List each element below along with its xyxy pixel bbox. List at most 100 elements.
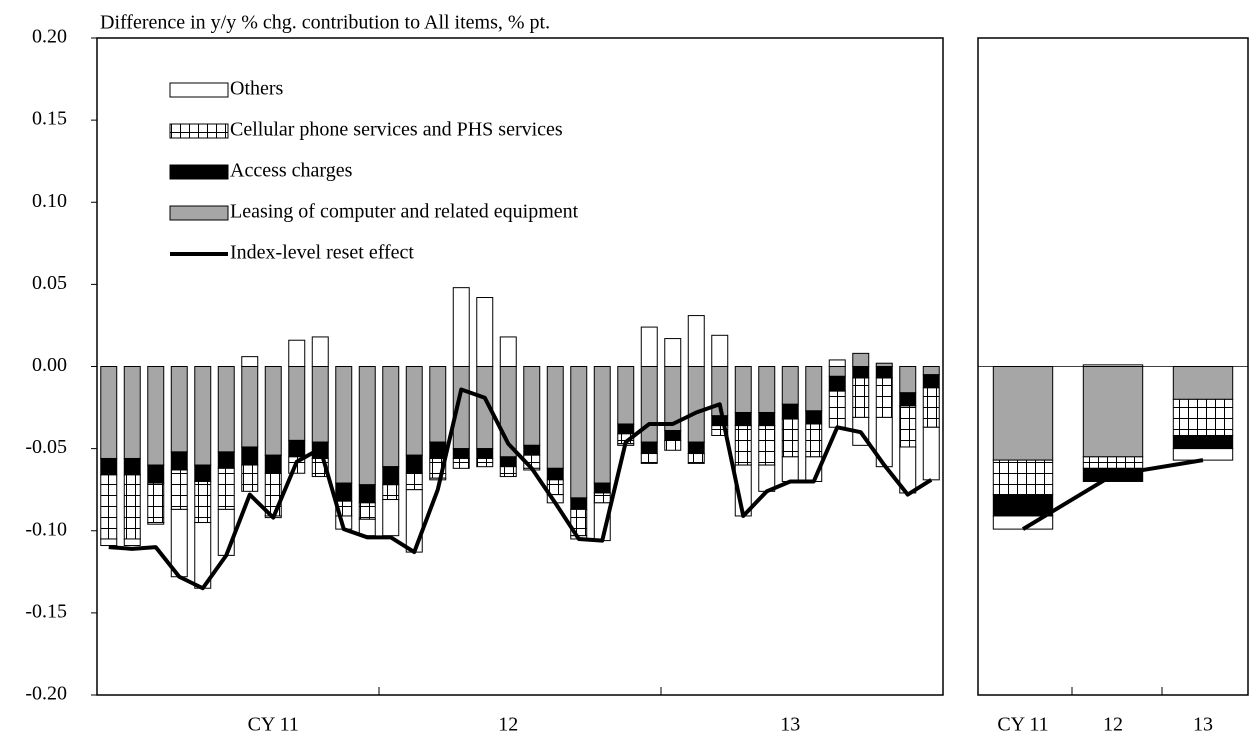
- bar: [429, 366, 447, 443]
- bar: [828, 390, 846, 428]
- bar: [123, 457, 141, 476]
- bar: [264, 454, 282, 474]
- bar: [429, 441, 447, 459]
- bar: [687, 366, 705, 443]
- x-tick-label: 13: [780, 714, 800, 736]
- bar: [241, 366, 259, 448]
- y-tick-label: -0.05: [25, 436, 67, 458]
- bar: [781, 418, 799, 458]
- bar: [452, 457, 470, 469]
- bar: [170, 366, 188, 453]
- bar: [1172, 434, 1234, 450]
- bar: [1172, 366, 1234, 400]
- bar: [382, 499, 400, 537]
- bar: [664, 338, 682, 368]
- x-tick-label: CY 11: [997, 714, 1048, 736]
- bar: [758, 425, 776, 466]
- bar: [170, 469, 188, 510]
- bar: [358, 366, 376, 486]
- y-tick-label: 0.05: [32, 272, 67, 294]
- bar: [217, 366, 235, 453]
- bar: [828, 366, 846, 377]
- bar: [123, 538, 141, 547]
- bar: [358, 484, 376, 504]
- y-tick-label: 0.00: [32, 354, 67, 376]
- bar: [875, 377, 893, 418]
- bar: [288, 339, 306, 368]
- bar: [734, 425, 752, 466]
- bar: [311, 336, 329, 367]
- bar: [711, 425, 729, 436]
- bar: [805, 366, 823, 412]
- y-tick-label: 0.10: [32, 190, 67, 212]
- bar: [241, 446, 259, 466]
- bar: [899, 392, 917, 407]
- bar: [852, 352, 870, 367]
- bar: [123, 474, 141, 540]
- bar: [358, 518, 376, 537]
- bar: [781, 403, 799, 420]
- bar: [922, 426, 940, 481]
- bar: [523, 444, 541, 456]
- bar: [194, 480, 212, 524]
- bar: [593, 482, 611, 494]
- bar: [358, 502, 376, 520]
- y-tick-label: -0.20: [25, 683, 67, 705]
- bar: [922, 387, 940, 428]
- bar: [523, 366, 541, 446]
- bar: [617, 423, 635, 435]
- bar: [546, 467, 564, 481]
- legend-label: Access charges: [230, 160, 353, 182]
- bar: [288, 366, 306, 441]
- legend-swatch: [169, 82, 229, 98]
- legend-label: Leasing of computer and related equipmen…: [230, 201, 579, 223]
- bar: [499, 456, 517, 468]
- bar: [335, 482, 353, 502]
- bar: [288, 439, 306, 458]
- bar: [170, 451, 188, 471]
- bar: [922, 374, 940, 389]
- bar: [593, 366, 611, 484]
- bar: [781, 456, 799, 482]
- y-tick-label: -0.15: [25, 600, 67, 622]
- bar: [640, 441, 658, 455]
- bar: [241, 464, 259, 492]
- bar: [476, 448, 494, 459]
- bar: [217, 467, 235, 510]
- bar: [828, 359, 846, 367]
- bar: [687, 453, 705, 464]
- bar: [805, 410, 823, 425]
- bar: [1172, 448, 1234, 461]
- bar: [758, 411, 776, 427]
- bar: [922, 366, 940, 376]
- y-tick-label: -0.10: [25, 518, 67, 540]
- y-tick-label: 0.15: [32, 108, 67, 130]
- line: [108, 387, 933, 591]
- bar: [992, 494, 1054, 517]
- bar: [899, 366, 917, 394]
- bar: [147, 522, 165, 525]
- bar: [147, 482, 165, 524]
- bar: [382, 466, 400, 486]
- bar: [758, 366, 776, 413]
- bar: [429, 477, 447, 481]
- bar: [1172, 398, 1234, 436]
- bar: [382, 366, 400, 468]
- legend-swatch: [169, 205, 229, 221]
- x-tick-label: CY 11: [248, 714, 299, 736]
- bar: [123, 366, 141, 459]
- bar: [499, 466, 517, 478]
- bar: [194, 366, 212, 466]
- bar: [593, 492, 611, 504]
- bar: [570, 366, 588, 499]
- bar: [147, 366, 165, 466]
- line: [1021, 458, 1204, 531]
- y-tick-label: 0.20: [32, 26, 67, 48]
- x-tick-label: 13: [1193, 714, 1213, 736]
- bar: [805, 423, 823, 458]
- bar: [335, 366, 353, 484]
- bar: [100, 457, 118, 476]
- bar: [852, 366, 870, 379]
- bar: [781, 366, 799, 405]
- bar: [476, 297, 494, 368]
